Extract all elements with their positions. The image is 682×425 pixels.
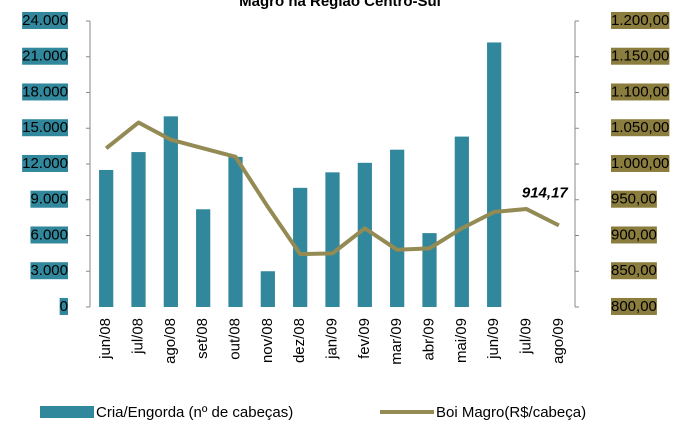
legend-label: Cria/Engorda (nº de cabeças) [96,404,293,421]
tick-label-box [59,297,68,315]
tick-label-box [611,262,657,280]
x-tick-label: mai/09 [453,318,470,363]
tick-label: 1.150,00 [611,48,669,65]
legend-swatch [40,406,94,418]
tick-label-box [30,262,68,280]
tick-group: 850,00 [611,262,657,280]
tick-label: 15.000 [22,119,68,136]
tick-label: 1.100,00 [611,83,669,100]
tick-label-box [611,154,670,172]
tick-label-box [22,11,68,29]
x-tick-label: jan/09 [323,318,340,360]
tick-group: 0 [59,297,68,315]
tick-label-box [611,83,670,101]
x-tick-label: mar/09 [388,318,405,365]
chart-title: Magro na Região Centro-Sul [239,0,441,10]
bar [131,152,146,307]
tick-label: 800,00 [611,298,657,315]
tick-label: 1.050,00 [611,119,669,136]
tick-label-box [30,226,68,244]
bar [454,136,469,307]
tick-label-box [611,11,670,29]
x-tick-label: dez/08 [291,318,308,363]
tick-group: 800,00 [611,297,657,315]
tick-group: 3.000 [30,262,68,280]
tick-label-box [611,190,657,208]
tick-label-box [22,119,68,137]
tick-label: 18.000 [22,83,68,100]
x-tick-label: jun/09 [485,318,502,360]
tick-label-box [611,119,670,137]
tick-label: 12.000 [22,155,68,172]
x-tick-label: fev/09 [356,318,373,359]
tick-label: 24.000 [22,12,68,29]
tick-label-box [611,47,670,65]
x-tick-label: jun/08 [97,318,114,360]
tick-label-box [22,154,68,172]
tick-label: 3.000 [30,262,68,279]
tick-group: 12.000 [22,154,68,172]
bar [357,162,372,307]
bar [99,169,114,307]
x-tick-label: abr/09 [420,318,437,361]
bar [422,233,437,307]
bar [325,172,340,307]
tick-label: 9.000 [30,191,68,208]
x-tick-label: out/08 [226,318,243,360]
bar [260,271,275,307]
tick-group: 15.000 [22,119,68,137]
x-tick-label: ago/09 [550,318,567,364]
tick-label-box [611,226,657,244]
tick-label: 6.000 [30,226,68,243]
tick-label-box [30,190,68,208]
tick-group: 18.000 [22,83,68,101]
tick-label: 21.000 [22,48,68,65]
x-tick-label: jul/08 [129,318,146,355]
bar [196,209,211,307]
tick-group: 9.000 [30,190,68,208]
tick-label-box [22,83,68,101]
bar [293,187,308,307]
tick-group: 1.200,00 [611,11,670,29]
bar [228,156,243,307]
bar [163,116,178,307]
data-label: 914,17 [522,184,569,201]
tick-label: 950,00 [611,191,657,208]
tick-group: 6.000 [30,226,68,244]
tick-label: 900,00 [611,226,657,243]
tick-group: 900,00 [611,226,657,244]
x-tick-label: ago/08 [162,318,179,364]
x-tick-label: set/08 [194,318,211,359]
tick-label-box [611,297,657,315]
bar [487,42,502,307]
x-tick-label: jul/09 [517,318,534,355]
tick-group: 950,00 [611,190,657,208]
tick-group: 1.150,00 [611,47,670,65]
legend-label: Boi Magro(R$/cabeça) [436,404,586,421]
tick-label-box [22,47,68,65]
x-tick-label: nov/08 [259,318,276,363]
tick-label: 0 [60,298,68,315]
tick-group: 1.050,00 [611,119,670,137]
tick-label: 1.000,00 [611,155,669,172]
line [104,120,560,257]
tick-label: 1.200,00 [611,12,669,29]
bar [390,149,405,307]
tick-group: 21.000 [22,47,68,65]
tick-label: 850,00 [611,262,657,279]
tick-group: 1.000,00 [611,154,670,172]
tick-group: 24.000 [22,11,68,29]
tick-group: 1.100,00 [611,83,670,101]
